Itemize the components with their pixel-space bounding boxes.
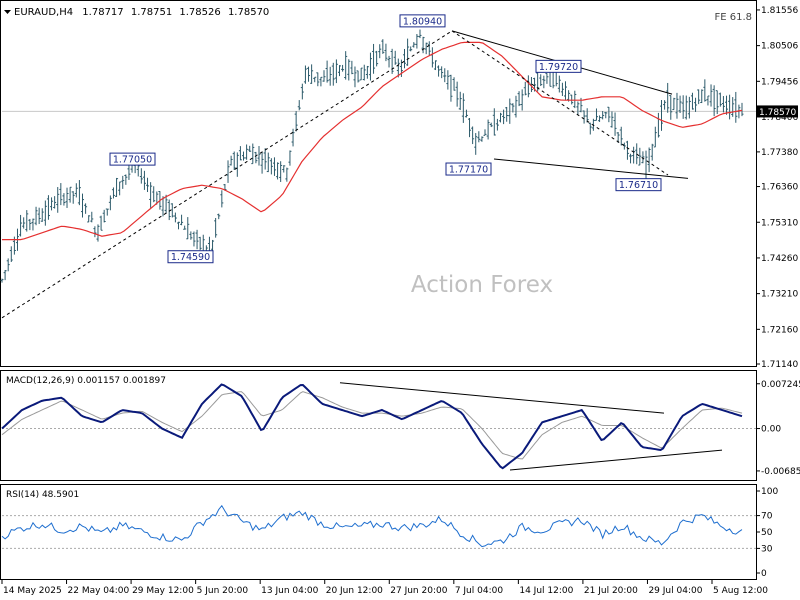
macd-axis: 0.007245 0.00 -0.006856	[756, 380, 800, 477]
macd-trendline-lower	[509, 449, 723, 471]
time-axis: 14 May 2025 22 May 04:00 29 May 12:00 5 Jun…	[1, 580, 768, 596]
macd-panel-frame	[0, 370, 757, 481]
time-tick-label: 13 Jun 04:00	[261, 586, 318, 596]
rsi-title: RSI(14) 48.5901	[6, 490, 79, 500]
time-tick-label: 20 Jun 12:00	[326, 586, 383, 596]
price-tick-label: 1.80506	[761, 42, 798, 52]
time-tick-label: 27 Jun 20:00	[390, 586, 447, 596]
watermark: Action Forex	[411, 272, 553, 298]
annotation-label: 1.79720	[539, 62, 578, 73]
macd-tick-label: 0.00	[761, 425, 781, 435]
time-tick-label: 22 May 04:00	[68, 586, 130, 596]
annotation-box	[445, 162, 492, 176]
current-price-tag	[756, 105, 798, 118]
time-tick-label: 7 Jul 04:00	[455, 586, 504, 596]
annotation-label: 1.80940	[403, 16, 442, 27]
dropdown-triangle-icon[interactable]	[4, 10, 11, 14]
time-tick-label: 14 May 2025	[3, 586, 62, 596]
price-tick-label: 1.77380	[761, 148, 798, 158]
price-tick-label: 1.75310	[761, 218, 798, 228]
time-tick-label: 5 Aug 12:00	[713, 586, 768, 596]
price-tick-label: 1.81556	[761, 6, 798, 16]
rsi-axis: 100 70 50 30 0	[756, 487, 778, 579]
trendline-dashed-channel	[1, 30, 453, 319]
annotation-label: 1.74590	[171, 252, 210, 263]
fe-label: FE 61.8	[714, 12, 752, 23]
price-axis: 1.81556 1.80506 1.79456 1.78406 1.77380 1.763…	[756, 6, 798, 370]
time-tick-label: 21 Jul 20:00	[584, 586, 638, 596]
rsi-tick-label: 30	[761, 544, 773, 554]
rsi-tick-label: 100	[761, 487, 778, 497]
current-price-label: 1.78570	[759, 108, 796, 118]
macd-title: MACD(12,26,9) 0.001157 0.001897	[6, 376, 166, 386]
annotation-box	[399, 14, 446, 28]
rsi-tick-label: 50	[761, 528, 773, 538]
annotation-box	[615, 178, 662, 192]
price-tick-label: 1.72160	[761, 325, 798, 335]
price-tick-label: 1.73210	[761, 290, 798, 300]
time-tick-label: 14 Jul 12:00	[519, 586, 573, 596]
price-tick-label: 1.79456	[761, 77, 798, 87]
symbol-title: EURAUD,H4 1.78717 1.78751 1.78526 1.7857…	[14, 7, 269, 18]
trendline-support	[493, 158, 689, 179]
rsi-indicator	[1, 504, 756, 549]
price-tick-label: 1.74260	[761, 254, 798, 264]
moving-average	[2, 41, 743, 241]
annotation-box	[109, 152, 156, 166]
time-tick-label: 5 Jun 20:00	[197, 586, 249, 596]
macd-trendline-upper	[339, 382, 665, 414]
annotation-box	[167, 250, 214, 264]
rsi-panel-frame	[0, 484, 757, 580]
price-tick-label: 1.78406	[761, 113, 798, 123]
rsi-tick-label: 0	[761, 569, 767, 579]
annotation-label: 1.77170	[449, 165, 488, 176]
rsi-tick-label: 70	[761, 512, 773, 522]
ma-line-path	[2, 41, 743, 241]
rsi-line	[1, 504, 743, 548]
time-tick-label: 29 Jul 04:00	[648, 586, 702, 596]
price-tick-label: 1.76360	[761, 183, 798, 193]
annotation-box	[535, 59, 582, 73]
time-tick-label: 29 May 12:00	[132, 586, 194, 596]
macd-signal-line	[1, 391, 743, 460]
trendlines	[1, 30, 689, 319]
price-panel-frame	[0, 0, 757, 367]
price-tick-label: 1.71140	[761, 360, 798, 370]
annotation-label: 1.76710	[619, 180, 658, 191]
macd-indicator	[1, 382, 756, 471]
macd-tick-label: 0.007245	[761, 380, 800, 390]
price-annotations: 1.80940 1.79720 1.77050 1.74590 1.77170 1.767…	[109, 14, 662, 264]
macd-line	[1, 383, 743, 470]
macd-tick-label: -0.006856	[761, 467, 800, 477]
price-bars	[0, 29, 744, 283]
annotation-label: 1.77050	[113, 155, 152, 166]
trendline-dashed-retrace	[451, 30, 669, 176]
